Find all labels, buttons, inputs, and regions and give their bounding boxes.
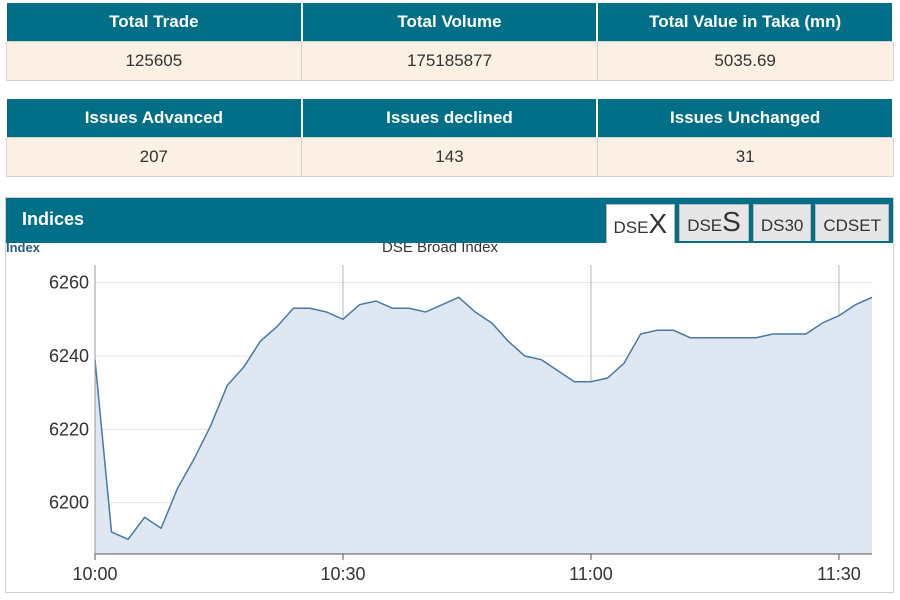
index-tabs: DSE X DSE S DS30 CDSET [605, 204, 889, 243]
issues-unchanged-value: 31 [596, 137, 894, 177]
issues-unchanged-header: Issues Unchanged [596, 99, 894, 138]
x-tick-label: 10:30 [320, 564, 365, 584]
total-volume-value: 175185877 [301, 41, 598, 81]
tab-ds30[interactable]: DS30 [752, 204, 812, 241]
issues-table: Issues Advanced Issues declined Issues U… [5, 99, 894, 177]
trade-summary-table: Total Trade Total Volume Total Value in … [5, 3, 894, 81]
tab-dses-suffix: S [722, 206, 741, 237]
x-tick-label: 10:00 [72, 564, 117, 584]
index-area-fill [95, 297, 872, 554]
total-value-header: Total Value in Taka (mn) [596, 3, 894, 42]
y-tick-label: 6200 [49, 493, 89, 513]
tab-dsex-prefix: DSE [613, 218, 649, 237]
total-trade-header: Total Trade [5, 3, 303, 42]
issues-declined-value: 143 [301, 137, 598, 177]
y-tick-labels: 6200 6220 6240 6260 [49, 273, 89, 513]
index-line [94, 296, 873, 541]
tab-cdset[interactable]: CDSET [815, 204, 889, 241]
issues-advanced-value: 207 [5, 137, 303, 177]
tab-dses[interactable]: DSE S [679, 204, 749, 241]
total-value-value: 5035.69 [596, 41, 894, 81]
tab-dsex-suffix: X [648, 208, 668, 239]
issues-advanced-header: Issues Advanced [5, 99, 303, 138]
y-axis-label: Index [6, 243, 41, 255]
indices-header: Indices DSE X DSE S DS30 CDSET [6, 198, 893, 243]
y-tick-label: 6220 [49, 419, 89, 439]
dse-broad-index-chart: Index DSE Broad Index 6200 6220 6240 6260 1… [6, 243, 873, 584]
trade-summary-value-row: 125605 175185877 5035.69 [5, 41, 894, 81]
indices-panel: Indices DSE X DSE S DS30 CDSET Index DSE B… [5, 197, 894, 593]
trade-summary-header-row: Total Trade Total Volume Total Value in … [5, 3, 894, 42]
total-trade-value: 125605 [5, 41, 303, 81]
x-tick-label: 11:00 [569, 564, 613, 584]
issues-value-row: 207 143 31 [5, 137, 894, 177]
tab-dses-prefix: DSE [687, 216, 723, 235]
tab-cdset-label: CDSET [823, 216, 881, 235]
tab-ds30-label: DS30 [760, 216, 804, 235]
indices-title: Indices [22, 209, 85, 229]
issues-declined-header: Issues declined [300, 99, 599, 138]
tab-dsex[interactable]: DSE X [605, 204, 676, 243]
issues-header-row: Issues Advanced Issues declined Issues U… [5, 99, 894, 138]
total-volume-header: Total Volume [300, 3, 599, 42]
x-tick-labels: 10:00 10:30 11:00 11:30 [72, 554, 861, 584]
y-tick-label: 6240 [49, 346, 89, 366]
x-tick-label: 11:30 [817, 564, 861, 584]
chart-title: DSE Broad Index [382, 243, 498, 256]
y-tick-label: 6260 [49, 273, 89, 293]
